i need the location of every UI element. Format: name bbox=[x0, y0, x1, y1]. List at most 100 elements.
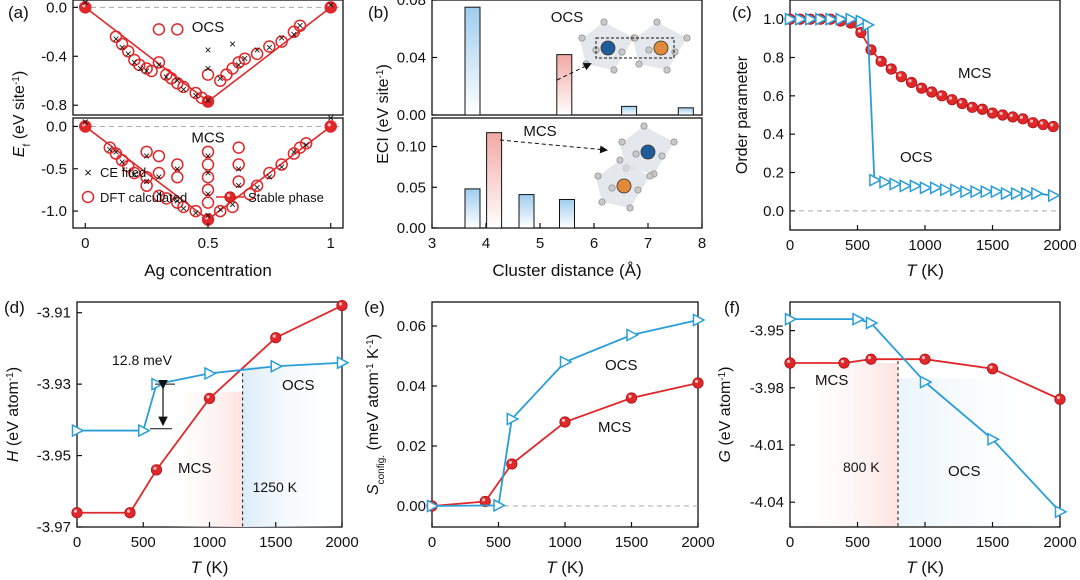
panel-a-bottom-ce-point: × bbox=[278, 160, 285, 174]
mcs-cluster-orange-atom bbox=[598, 198, 606, 206]
panel-a-bottom-ce-point: × bbox=[143, 149, 150, 163]
x-tick-label: 6 bbox=[590, 235, 598, 252]
x-tick-label: 4 bbox=[482, 235, 490, 252]
y-tick-label: -0.8 bbox=[41, 97, 67, 114]
panel-d-mcs-label: MCS bbox=[178, 460, 211, 477]
panel-a-bottom-dft-point bbox=[232, 158, 245, 171]
label-part: S bbox=[365, 484, 382, 495]
legend-dft-label: DFT calculated bbox=[100, 190, 187, 205]
mcs-arrow bbox=[499, 139, 608, 154]
y-tick-label: -0.5 bbox=[41, 161, 67, 178]
panel-b-top-bar bbox=[677, 107, 694, 116]
panel-a-top-ce-point: × bbox=[131, 55, 138, 69]
label-part: H bbox=[5, 450, 22, 462]
panel-d-ocs-line bbox=[77, 361, 343, 432]
data-point-highlight bbox=[73, 509, 78, 513]
data-point-highlight bbox=[948, 96, 953, 100]
label-part: K bbox=[365, 348, 382, 363]
label-part: T bbox=[906, 261, 918, 280]
x-tick-label: 500 bbox=[131, 534, 156, 551]
panel-a-top-ce-point: × bbox=[278, 31, 285, 45]
y-tick-label: 0.00 bbox=[397, 220, 426, 237]
panel-a-bottom-ce-point: × bbox=[204, 166, 211, 180]
label-part: T bbox=[191, 558, 203, 577]
panel-c-mcs-point bbox=[895, 71, 907, 83]
data-point-highlight bbox=[226, 193, 231, 197]
mcs-cluster-blue-atom bbox=[658, 152, 666, 160]
panel-d-mcs-point bbox=[71, 507, 83, 519]
panel-a-bottom-dft-point bbox=[109, 147, 123, 160]
label-part: f bbox=[22, 144, 33, 147]
panel-e-ocs-point bbox=[506, 412, 520, 426]
panel-c-ocs-point bbox=[855, 14, 869, 28]
mcs-cluster-orange-atom bbox=[634, 186, 642, 194]
panel-a-xlabel: Ag concentration bbox=[144, 261, 272, 280]
panel-a-bottom-dft-point bbox=[177, 200, 190, 214]
panel-a-tag: (a) bbox=[8, 3, 29, 22]
panel-a-bottom-ce-point: × bbox=[235, 179, 242, 193]
panel-a-top-ce-point: × bbox=[163, 70, 170, 84]
panel-d-tag: (d) bbox=[4, 298, 25, 317]
ocs-cluster-link bbox=[595, 37, 675, 59]
panel-b-bottom-bar bbox=[464, 188, 481, 229]
panel-c-mcs-point bbox=[1037, 118, 1049, 131]
panel-a-bottom-ce-point: × bbox=[327, 111, 334, 125]
panel-f-ocs-point bbox=[784, 312, 798, 326]
data-point-highlight bbox=[1050, 123, 1054, 127]
panel-a-top-ce-point: × bbox=[204, 62, 211, 76]
panel-a-bottom-ce-point: × bbox=[112, 145, 119, 159]
data-point-highlight bbox=[327, 4, 331, 8]
legend-ce-label: CE fited bbox=[100, 165, 146, 180]
data-point-highlight bbox=[272, 334, 276, 338]
label-part: (K) bbox=[917, 558, 944, 577]
label-part: (K) bbox=[201, 558, 228, 577]
data-point-highlight bbox=[786, 359, 791, 364]
panel-a-ylabel: Ef (eV site-1) bbox=[11, 71, 33, 157]
legend-stable-label: Stable phase bbox=[248, 190, 324, 205]
data-point-highlight bbox=[327, 123, 331, 127]
panel-e-tag: (e) bbox=[364, 298, 385, 317]
panel-a-top-dft-point bbox=[293, 19, 307, 32]
mcs-cluster-blue-atom bbox=[670, 138, 678, 146]
panel-c-mcs-point bbox=[976, 103, 988, 115]
data-point-highlight bbox=[867, 356, 872, 360]
ocs-cluster-orange-atom bbox=[671, 48, 679, 56]
label-part: (eV atom bbox=[5, 381, 22, 450]
x-tick-label: 500 bbox=[845, 534, 870, 551]
panel-f-mcs-point bbox=[1054, 393, 1066, 405]
y-tick-label: 0.00 bbox=[397, 107, 426, 124]
x-tick-label: 0.5 bbox=[198, 235, 219, 252]
panel-c-ocs-point bbox=[1010, 186, 1024, 201]
panel-a-top-dft-point bbox=[145, 64, 158, 78]
panel-d-ylabel: H (eV atom-1) bbox=[5, 367, 23, 462]
panel-c-mcs-point bbox=[905, 76, 918, 89]
label-part: -1 bbox=[365, 363, 376, 372]
x-tick-label: 3 bbox=[428, 235, 436, 252]
panel-a-top-dft-point bbox=[152, 56, 166, 69]
panel-a-bottom-ce-point: × bbox=[155, 187, 162, 201]
x-tick-label: 5 bbox=[536, 235, 544, 252]
panel-c-mcs-point bbox=[997, 109, 1009, 121]
panel-d-mcs-line bbox=[77, 304, 343, 514]
y-tick-label: -3.98 bbox=[750, 380, 784, 397]
panel-d-ocs-point bbox=[138, 423, 151, 438]
mcs-cluster-blue-core-atom bbox=[640, 144, 656, 160]
panel-f-ocs-point bbox=[987, 432, 1001, 447]
panel-a-top-ce-point: × bbox=[180, 82, 187, 96]
panel-c-mcs-line bbox=[790, 18, 1054, 128]
panel-a-top-dft-point bbox=[171, 76, 184, 90]
panel-d-mcs-point bbox=[203, 392, 216, 405]
y-tick-label: 0.6 bbox=[763, 88, 784, 105]
panel-a-bottom-dft-point bbox=[140, 170, 153, 184]
panel-f-xlabel: T (K) bbox=[906, 558, 944, 577]
panel-c-mcs-point bbox=[1027, 117, 1039, 129]
data-point-highlight bbox=[989, 109, 993, 114]
data-point-highlight bbox=[1040, 121, 1044, 125]
panel-a-bottom-ce-point: × bbox=[235, 162, 242, 176]
panel-c-ocs-point bbox=[919, 181, 933, 195]
data-point-highlight bbox=[1029, 119, 1034, 123]
panel-a-top-ce-point: × bbox=[217, 71, 224, 85]
panel-c-ocs-point bbox=[879, 175, 893, 189]
panel-c-xlabel: T (K) bbox=[906, 261, 944, 280]
label-part: (eV site bbox=[11, 85, 28, 144]
